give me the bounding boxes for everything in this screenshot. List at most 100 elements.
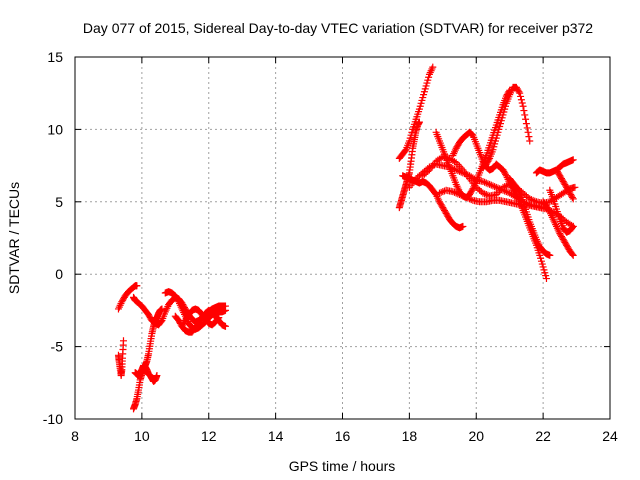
x-tick-label: 18: [402, 428, 418, 444]
data-point: [437, 188, 445, 196]
y-tick-label: -10: [43, 411, 63, 427]
data-point: [523, 124, 531, 132]
data-point: [482, 179, 490, 187]
x-tick-label: 24: [602, 428, 618, 444]
data-point: [468, 186, 476, 194]
data-point: [462, 193, 470, 201]
data-point: [401, 147, 409, 155]
data-point: [568, 224, 576, 232]
y-tick-label: 0: [55, 266, 63, 282]
data-point: [524, 128, 532, 136]
data-point: [481, 178, 489, 186]
series-10: [395, 118, 423, 212]
data-point: [221, 322, 229, 330]
y-axis-label: SDTVAR / TECUs: [6, 182, 22, 294]
data-point: [452, 166, 460, 174]
data-point: [486, 180, 494, 188]
y-tick-label: 5: [55, 194, 63, 210]
data-point: [492, 183, 500, 191]
series-15: [449, 128, 507, 174]
data-point: [464, 194, 472, 202]
series-8: [178, 305, 223, 330]
x-axis-label: GPS time / hours: [289, 458, 396, 474]
data-point: [569, 251, 577, 259]
series-1: [114, 282, 141, 313]
data-point: [501, 183, 509, 191]
data-point: [449, 188, 457, 196]
y-tick-label: -5: [51, 339, 64, 355]
series-2: [114, 337, 127, 380]
data-point: [415, 118, 423, 126]
data-point: [569, 156, 577, 164]
x-tick-label: 12: [201, 428, 217, 444]
data-point: [467, 196, 475, 204]
data-point: [522, 120, 530, 128]
x-tick-label: 10: [134, 428, 150, 444]
data-point: [457, 191, 465, 199]
data-point: [516, 89, 524, 97]
tick-labels: 8 10 12 14 16 18 20 22 24 15 10 5 0 -5 -10: [43, 49, 618, 444]
data-point: [215, 314, 223, 322]
data-point: [517, 92, 525, 100]
data-point: [525, 133, 533, 141]
data-point: [485, 156, 493, 164]
data-point: [518, 99, 526, 107]
data-point: [435, 189, 443, 197]
data-point: [221, 306, 229, 314]
series-20: [532, 156, 577, 177]
x-tick-label: 22: [535, 428, 551, 444]
series-17: [479, 83, 534, 171]
data-point: [526, 137, 534, 145]
data-point: [546, 251, 554, 259]
data-point: [569, 195, 577, 203]
data-point: [499, 183, 507, 191]
data-point: [461, 193, 469, 201]
data-point: [502, 170, 510, 178]
series-21: [539, 198, 577, 259]
data-point: [482, 191, 490, 199]
data-point: [429, 63, 437, 71]
series-19: [499, 166, 550, 283]
series-4: [131, 361, 161, 385]
x-tick-label: 8: [71, 428, 79, 444]
data-point: [424, 167, 432, 175]
data-point: [521, 111, 529, 119]
data-point: [133, 282, 141, 290]
data-point: [459, 192, 467, 200]
data-point: [427, 67, 435, 75]
data-point: [157, 318, 165, 326]
data-point: [153, 372, 161, 380]
data-points: [114, 63, 579, 413]
data-point: [466, 195, 474, 203]
series-22: [546, 186, 577, 236]
data-point: [119, 337, 127, 345]
data-point: [459, 222, 467, 230]
data-point: [569, 222, 577, 230]
data-point: [214, 315, 222, 323]
data-point: [515, 88, 523, 96]
data-point: [517, 96, 525, 104]
data-point: [526, 195, 534, 203]
data-point: [542, 275, 550, 283]
x-tick-label: 14: [268, 428, 284, 444]
data-point: [456, 191, 464, 199]
data-point: [520, 107, 528, 115]
data-point: [481, 190, 489, 198]
data-point: [479, 189, 487, 197]
data-point: [571, 183, 579, 191]
data-point: [487, 181, 495, 189]
data-point: [519, 102, 527, 110]
data-point: [522, 115, 530, 123]
data-point: [568, 250, 576, 258]
data-point: [545, 206, 553, 214]
data-point: [174, 296, 182, 304]
data-point: [467, 130, 475, 138]
x-tick-label: 16: [335, 428, 351, 444]
data-point: [491, 183, 499, 191]
data-point: [451, 188, 459, 196]
data-point: [512, 189, 520, 197]
x-tick-label: 20: [468, 428, 484, 444]
data-point: [454, 190, 462, 198]
data-point: [479, 178, 487, 186]
